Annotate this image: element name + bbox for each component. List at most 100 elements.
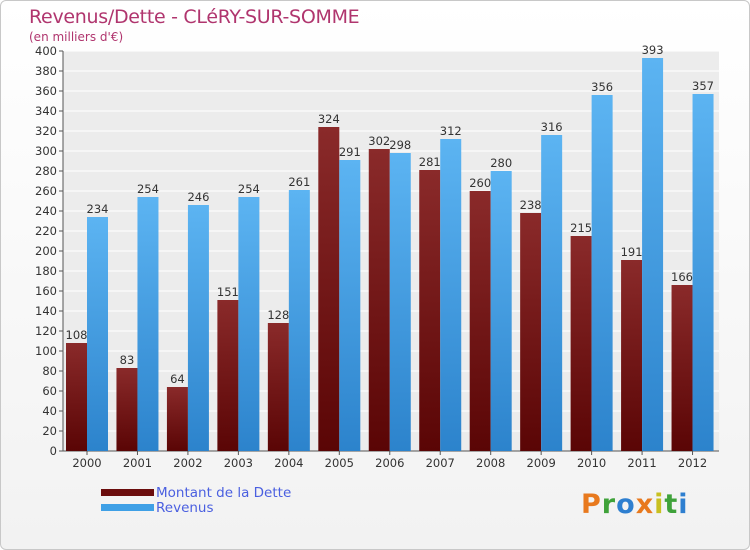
bar-dette-2002 xyxy=(166,387,188,451)
bar-revenus-2010 xyxy=(591,95,613,451)
data-label: 260 xyxy=(469,176,491,190)
data-label: 281 xyxy=(419,155,441,169)
y-tick-label: 320 xyxy=(35,124,57,138)
data-label: 291 xyxy=(339,145,361,159)
y-tick-label: 80 xyxy=(42,364,57,378)
bar-dette-2011 xyxy=(621,260,643,451)
data-label: 128 xyxy=(267,308,289,322)
legend-label-debt: Montant de la Dette xyxy=(156,485,292,501)
x-tick-label: 2002 xyxy=(173,456,202,470)
y-tick-label: 160 xyxy=(35,284,57,298)
y-tick-label: 300 xyxy=(35,144,57,158)
bar-dette-2005 xyxy=(318,127,340,451)
x-tick-label: 2010 xyxy=(577,456,606,470)
logo-letter: i xyxy=(678,489,689,520)
y-tick-label: 100 xyxy=(35,344,57,358)
y-tick-label: 280 xyxy=(35,164,57,178)
bar-dette-2001 xyxy=(116,368,138,451)
data-label: 166 xyxy=(671,270,693,284)
y-tick-label: 360 xyxy=(35,84,57,98)
logo-letter: o xyxy=(616,489,636,520)
y-tick-label: 140 xyxy=(35,304,57,318)
bar-revenus-2007 xyxy=(440,139,462,451)
x-tick-label: 2003 xyxy=(224,456,253,470)
legend-swatch-revenus xyxy=(101,504,154,511)
x-tick-label: 2007 xyxy=(426,456,455,470)
chart-subtitle: (en milliers d'€) xyxy=(29,30,124,44)
bar-revenus-2003 xyxy=(238,197,260,451)
x-tick-label: 2006 xyxy=(375,456,404,470)
bar-dette-2004 xyxy=(267,323,289,451)
proxiti-logo: Proxiti xyxy=(581,489,689,520)
bar-revenus-2000 xyxy=(87,217,108,451)
bar-revenus-2004 xyxy=(288,190,310,451)
data-label: 393 xyxy=(642,43,664,57)
x-tick-label: 2011 xyxy=(627,456,656,470)
bar-dette-2007 xyxy=(419,170,441,451)
y-tick-label: 0 xyxy=(50,444,57,458)
y-tick-label: 180 xyxy=(35,264,57,278)
bar-dette-2003 xyxy=(217,300,239,451)
bar-dette-2006 xyxy=(368,149,390,451)
bar-revenus-2009 xyxy=(541,135,563,451)
legend-label-revenus: Revenus xyxy=(156,500,214,516)
data-label: 64 xyxy=(170,372,185,386)
x-tick-label: 2008 xyxy=(476,456,505,470)
data-label: 108 xyxy=(66,328,88,342)
bar-dette-2012 xyxy=(671,285,693,451)
logo-letter: P xyxy=(581,489,602,520)
data-label: 324 xyxy=(318,112,340,126)
x-tick-label: 2005 xyxy=(325,456,354,470)
data-label: 280 xyxy=(490,156,512,170)
y-tick-label: 240 xyxy=(35,204,57,218)
y-tick-label: 380 xyxy=(35,64,57,78)
data-label: 151 xyxy=(217,285,239,299)
data-label: 356 xyxy=(591,80,613,94)
x-tick-label: 2000 xyxy=(72,456,101,470)
bar-revenus-2002 xyxy=(187,205,209,451)
y-tick-label: 120 xyxy=(35,324,57,338)
data-label: 83 xyxy=(120,353,135,367)
bar-dette-2008 xyxy=(469,191,491,451)
chart-title: Revenus/Dette - CLéRY-SUR-SOMME xyxy=(29,6,360,28)
data-label: 357 xyxy=(692,79,714,93)
data-label: 246 xyxy=(187,190,209,204)
bar-dette-2009 xyxy=(520,213,542,451)
bar-revenus-2012 xyxy=(692,94,714,451)
logo-letter: x xyxy=(635,489,655,520)
y-tick-label: 220 xyxy=(35,224,57,238)
y-tick-label: 20 xyxy=(42,424,57,438)
y-tick-label: 260 xyxy=(35,184,57,198)
data-label: 254 xyxy=(238,182,260,196)
data-label: 302 xyxy=(368,134,390,148)
y-tick-label: 60 xyxy=(42,384,57,398)
legend-swatch-debt xyxy=(101,489,154,496)
bar-dette-2000 xyxy=(66,343,87,451)
data-label: 191 xyxy=(621,245,643,259)
data-label: 238 xyxy=(520,198,542,212)
data-label: 261 xyxy=(288,175,310,189)
data-label: 298 xyxy=(389,138,411,152)
x-tick-label: 2009 xyxy=(527,456,556,470)
data-label: 312 xyxy=(440,124,462,138)
bar-revenus-2006 xyxy=(389,153,411,451)
y-tick-label: 40 xyxy=(42,404,57,418)
x-tick-label: 2001 xyxy=(123,456,152,470)
x-tick-label: 2012 xyxy=(678,456,707,470)
logo-letter: t xyxy=(664,489,679,520)
data-label: 215 xyxy=(570,221,592,235)
y-tick-label: 400 xyxy=(35,44,57,58)
bar-revenus-2005 xyxy=(339,160,361,451)
y-tick-label: 200 xyxy=(35,244,57,258)
bar-revenus-2008 xyxy=(490,171,512,451)
data-label: 254 xyxy=(137,182,159,196)
data-label: 234 xyxy=(87,202,109,216)
bar-dette-2010 xyxy=(570,236,592,451)
x-tick-label: 2004 xyxy=(274,456,303,470)
data-label: 316 xyxy=(541,120,563,134)
logo-letter: r xyxy=(601,489,617,520)
bar-revenus-2001 xyxy=(137,197,159,451)
y-tick-label: 340 xyxy=(35,104,57,118)
